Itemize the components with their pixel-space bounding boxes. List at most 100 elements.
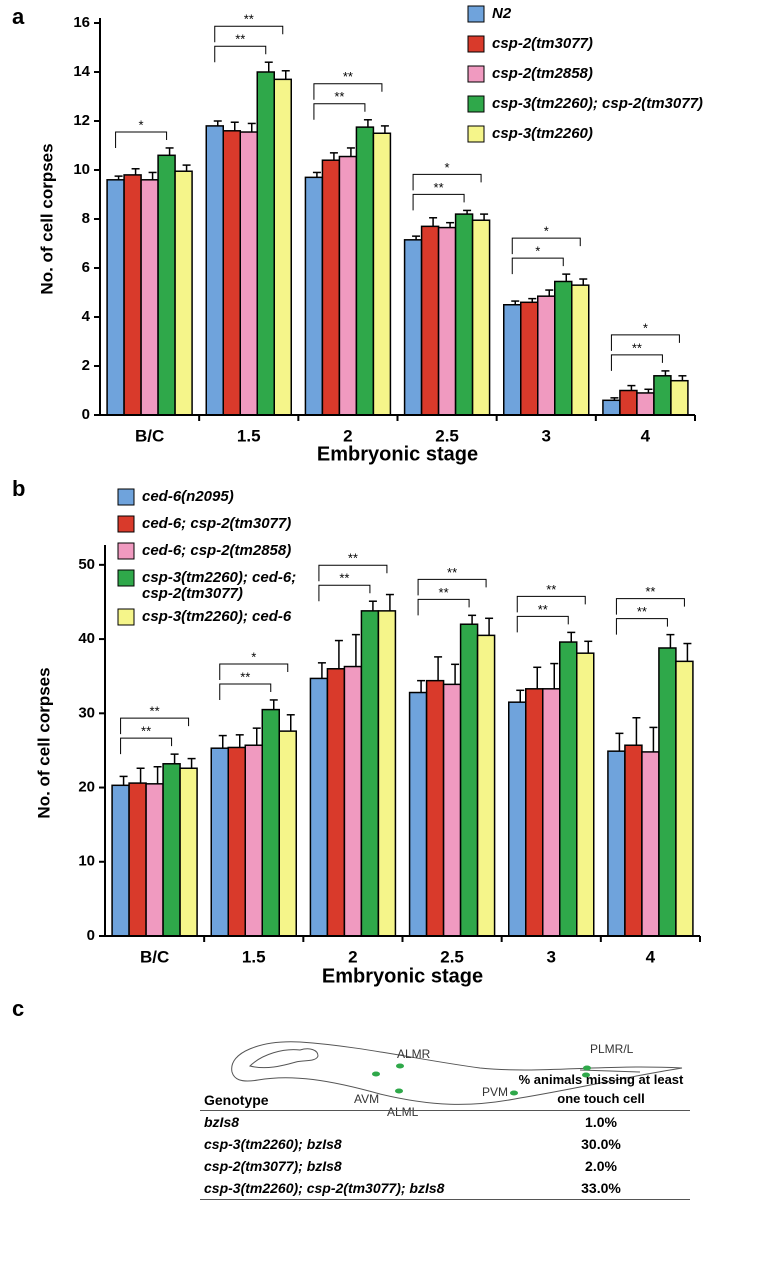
legend-swatch <box>467 95 485 113</box>
bar <box>106 179 125 416</box>
legend-swatch <box>467 125 485 143</box>
significance-label: ** <box>546 582 556 597</box>
bar <box>420 225 440 416</box>
worm-pharynx <box>249 1048 319 1069</box>
significance-label: * <box>251 649 256 664</box>
x-tick-label: B/C <box>140 947 169 966</box>
bar <box>525 688 544 937</box>
significance-label: * <box>643 320 648 335</box>
bar <box>503 304 522 416</box>
table-row: csp-2(tm3077); bzIs8 2.0% <box>200 1155 690 1177</box>
bar <box>508 701 527 937</box>
significance-bracket <box>318 564 388 582</box>
y-tick-label: 12 <box>73 112 90 129</box>
significance-label: ** <box>637 604 647 619</box>
significance-label: ** <box>235 32 245 47</box>
legend-swatch <box>117 488 135 506</box>
bar <box>372 132 392 416</box>
bar <box>123 174 142 416</box>
x-axis-title: Embryonic stage <box>317 443 478 465</box>
bar <box>140 179 159 416</box>
significance-bracket <box>610 334 680 351</box>
bar <box>425 679 445 937</box>
bar <box>658 647 677 937</box>
significance-bracket <box>214 45 267 63</box>
significance-label: ** <box>343 69 353 84</box>
bar <box>273 78 292 416</box>
legend-swatch <box>117 515 135 533</box>
legend-swatch <box>117 569 135 587</box>
x-tick-label: 4 <box>646 947 656 966</box>
legend-label: csp-2(tm2858) <box>492 65 593 82</box>
x-tick-label: 1.5 <box>242 947 266 966</box>
significance-bracket <box>516 615 569 633</box>
value-cell: 30.0% <box>581 1136 621 1152</box>
significance-bracket <box>313 83 383 100</box>
significance-bracket <box>219 663 289 680</box>
significance-label: * <box>535 244 540 259</box>
x-axis-title: Embryonic stage <box>322 965 483 987</box>
bar <box>675 660 694 937</box>
y-tick-label: 16 <box>73 14 90 31</box>
panel-label: a <box>12 4 25 29</box>
bar <box>309 677 329 937</box>
bar <box>471 219 491 416</box>
cell <box>396 1063 404 1069</box>
bar <box>653 375 672 416</box>
bar <box>338 155 358 416</box>
significance-label: ** <box>339 571 349 586</box>
bar <box>256 71 275 416</box>
significance-bracket <box>511 257 564 275</box>
table-row: csp-3(tm2260); csp-2(tm3077); bzIs8 33.0% <box>200 1177 690 1200</box>
significance-bracket <box>115 131 168 148</box>
significance-label: ** <box>141 724 151 739</box>
bar <box>111 784 130 937</box>
bar <box>321 159 341 416</box>
significance-bracket <box>120 737 173 755</box>
bar <box>624 744 643 937</box>
significance-label: ** <box>538 602 548 617</box>
legend-label: csp-3(tm2260); ced-6 <box>142 608 292 625</box>
significance-bracket <box>516 595 586 613</box>
bar <box>571 284 590 416</box>
significance-bracket <box>610 354 663 371</box>
header-cell: Genotype <box>200 1068 512 1111</box>
bar <box>145 783 164 937</box>
x-tick-label: 2 <box>348 947 357 966</box>
bar <box>261 708 280 937</box>
bar <box>607 750 626 937</box>
legend-label: N2 <box>492 5 512 22</box>
table-header: Genotype % animals missing at least one … <box>200 1068 690 1111</box>
value-cell: 1.0% <box>585 1114 617 1130</box>
legend-label: csp-3(tm2260); ced-6; csp-2(tm3077) <box>142 569 300 602</box>
header-cell: % animals missing at least one touch cel… <box>512 1068 690 1111</box>
bar <box>205 125 224 416</box>
cell-label: PLMR/L <box>590 1042 634 1056</box>
significance-bracket <box>417 578 487 596</box>
bar <box>403 239 423 416</box>
bar <box>476 634 496 937</box>
bar <box>278 730 297 937</box>
y-tick-label: 40 <box>78 630 95 647</box>
y-tick-label: 0 <box>82 406 90 423</box>
table-row: bzIs8 1.0% <box>200 1111 690 1134</box>
bar <box>360 610 380 937</box>
significance-bracket <box>313 103 366 120</box>
significance-label: * <box>139 117 144 132</box>
bar <box>437 226 457 416</box>
significance-label: ** <box>244 12 254 27</box>
significance-bracket <box>120 717 190 735</box>
significance-label: ** <box>632 340 642 355</box>
significance-bracket <box>219 683 272 700</box>
y-tick-label: 14 <box>73 63 90 80</box>
significance-label: * <box>544 224 549 239</box>
x-tick-label: 2.5 <box>440 947 464 966</box>
y-axis-title: No. of cell corpses <box>34 667 53 818</box>
bar <box>304 176 324 416</box>
results-table: Genotype % animals missing at least one … <box>200 1068 690 1200</box>
bar <box>576 652 595 937</box>
legend-swatch <box>117 608 135 626</box>
x-tick-label: 2.5 <box>435 426 459 445</box>
significance-label: ** <box>439 585 449 600</box>
x-tick-label: 3 <box>547 947 556 966</box>
